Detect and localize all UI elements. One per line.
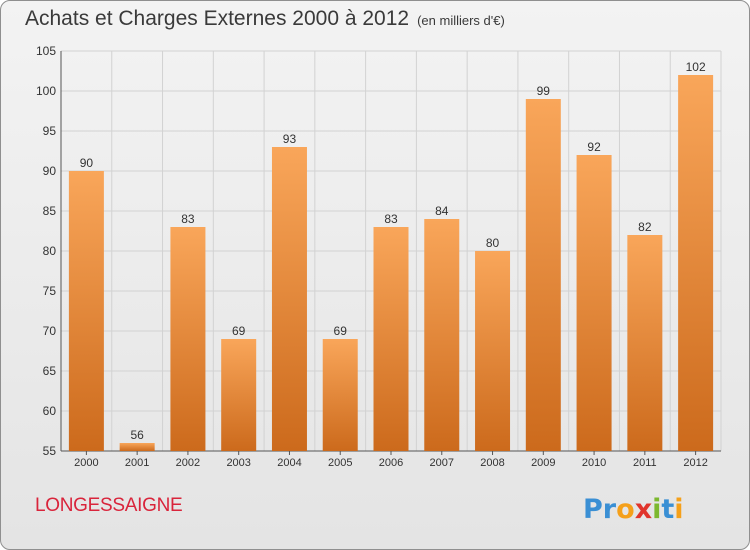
x-tick-label: 2009 xyxy=(531,457,555,469)
data-label: 83 xyxy=(181,212,195,226)
chart-title-text: Achats et Charges Externes 2000 à 2012 xyxy=(25,7,410,30)
y-tick-label: 65 xyxy=(43,364,57,378)
data-label: 82 xyxy=(638,220,652,234)
bar xyxy=(221,339,257,451)
y-tick-label: 95 xyxy=(43,124,57,138)
svg-text:Proxiti: Proxiti xyxy=(583,494,684,525)
bar xyxy=(576,155,612,451)
y-tick-label: 85 xyxy=(43,204,57,218)
y-tick-label: 70 xyxy=(43,324,57,338)
data-label: 83 xyxy=(384,212,398,226)
bar xyxy=(678,75,714,451)
commune-name: LONGESSAIGNE xyxy=(35,495,183,516)
x-tick-label: 2002 xyxy=(176,457,200,469)
data-label: 99 xyxy=(537,84,551,98)
x-tick-label: 2005 xyxy=(328,457,352,469)
x-tick-label: 2007 xyxy=(430,457,454,469)
y-tick-label: 90 xyxy=(43,164,57,178)
y-tick-label: 55 xyxy=(43,444,57,458)
x-tick-label: 2010 xyxy=(582,457,606,469)
y-tick-label: 75 xyxy=(43,284,57,298)
bar xyxy=(627,235,663,451)
chart-subtitle: (en milliers d'€) xyxy=(417,13,505,28)
x-tick-label: 2003 xyxy=(226,457,250,469)
x-tick-label: 2000 xyxy=(74,457,98,469)
x-tick-label: 2006 xyxy=(379,457,403,469)
data-label: 84 xyxy=(435,204,449,218)
bar xyxy=(525,99,561,451)
x-tick-label: 2012 xyxy=(683,457,707,469)
data-label: 93 xyxy=(283,132,297,146)
x-tick-label: 2008 xyxy=(480,457,504,469)
x-tick-label: 2011 xyxy=(633,457,657,469)
bar xyxy=(271,147,307,451)
bar xyxy=(68,171,104,451)
data-labels: 90 56 83 69 93 69 83 84 80 99 92 82 102 xyxy=(80,60,706,442)
x-tick-label: 2004 xyxy=(277,457,301,469)
y-tick-label: 80 xyxy=(43,244,57,258)
bar xyxy=(424,219,460,451)
bar xyxy=(119,443,155,451)
x-tick-label: 2001 xyxy=(125,457,149,469)
bar xyxy=(373,227,409,451)
y-tick-label: 60 xyxy=(43,404,57,418)
data-label: 92 xyxy=(587,140,601,154)
bar xyxy=(475,251,511,451)
data-label: 80 xyxy=(486,236,500,250)
proxiti-logo: Proxiti xyxy=(583,494,684,525)
data-label: 56 xyxy=(130,428,144,442)
y-tick-label: 105 xyxy=(36,44,56,58)
bar xyxy=(322,339,358,451)
chart-title: Achats et Charges Externes 2000 à 2012 (e… xyxy=(25,7,505,31)
data-label: 90 xyxy=(80,156,94,170)
bars xyxy=(68,75,714,451)
y-tick-label: 100 xyxy=(36,84,56,98)
data-label: 69 xyxy=(334,324,348,338)
data-label: 102 xyxy=(686,60,706,74)
axes: 55 60 65 70 75 80 85 90 95 100 105 2000 2001 2002 2003… xyxy=(36,44,721,469)
bar xyxy=(170,227,206,451)
data-label: 69 xyxy=(232,324,246,338)
